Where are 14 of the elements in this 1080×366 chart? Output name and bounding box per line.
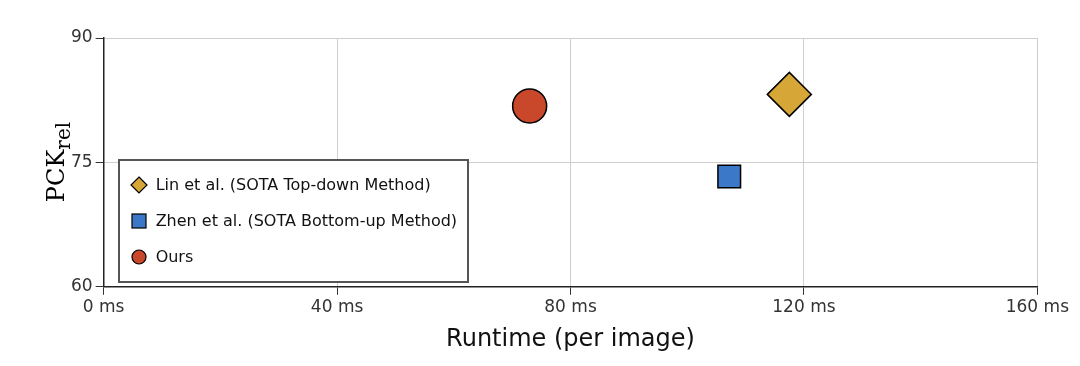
legend-label: Ours [155,247,194,267]
y-tick-label: 60 [70,275,93,296]
point [511,88,548,124]
legend-label: Lin et al. (SOTA Top-down Method) [155,175,431,195]
x-tick-label: 160 ms [1005,296,1070,317]
legend-label: Zhen et al. (SOTA Bottom-up Method) [155,211,458,231]
x-tick-label: 0 ms [82,296,125,317]
x-tick-label: 80 ms [544,296,597,317]
x-tick-label: 40 ms [310,296,364,317]
point [717,164,742,189]
point [766,71,813,118]
x-axis-title: Runtime (per image) [446,323,695,352]
y-tick-label: 90 [70,26,93,47]
x-tick-label: 120 ms [772,296,836,317]
